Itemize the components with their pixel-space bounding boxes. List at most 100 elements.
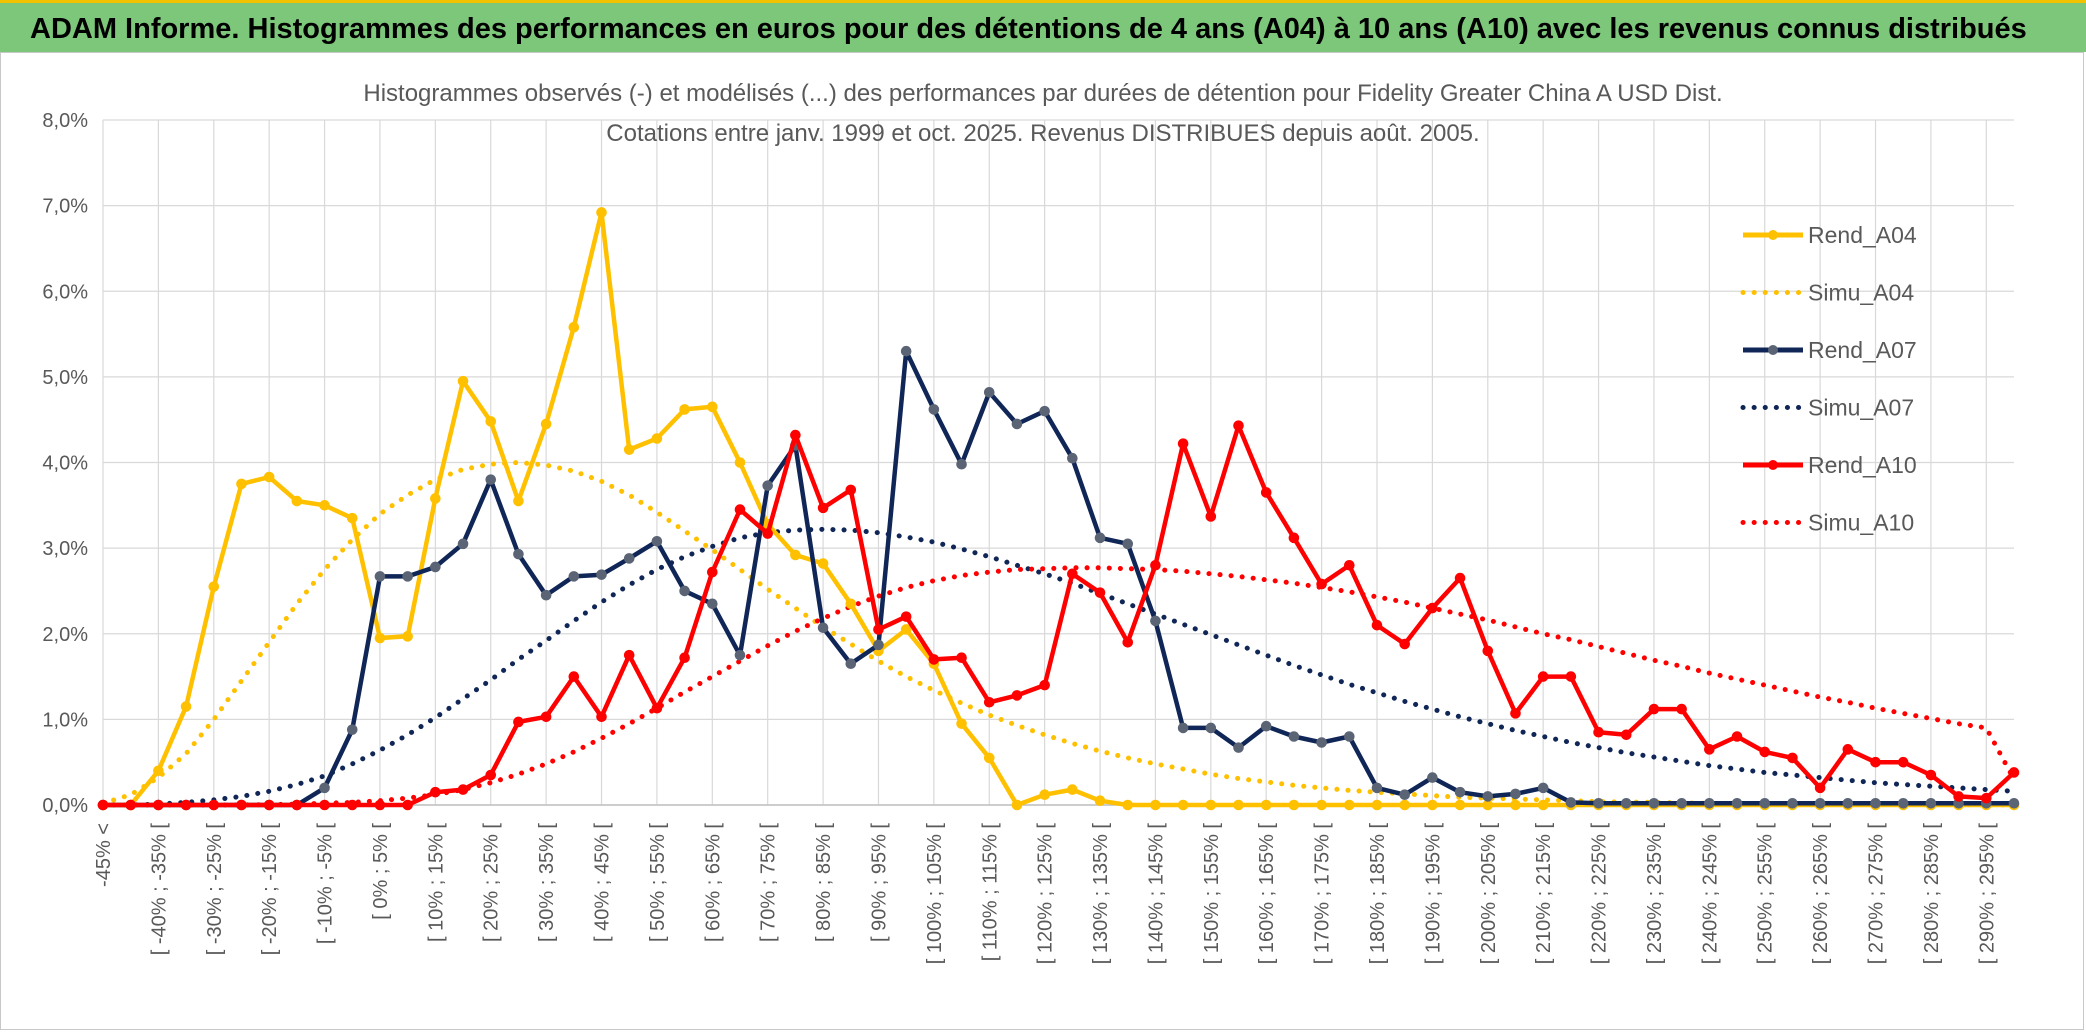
y-tick-label: 8,0% [42,110,88,132]
data-point [734,457,746,468]
x-tick-label: [ 10% ; 15% [ [425,823,447,942]
data-point [679,585,690,597]
x-tick-label: [ 260% ; 265% [ [1810,823,1832,965]
data-point [457,784,469,795]
x-tick-label: [ 0% ; 5% [ [370,823,392,920]
data-point [1565,797,1577,808]
data-point [817,502,829,514]
x-tick-label: [ 100% ; 105% [ [924,823,946,965]
data-point [1510,708,1521,719]
data-point [790,429,801,441]
data-point [485,416,497,427]
data-point [346,724,358,735]
data-point [180,701,192,712]
data-point [485,769,497,781]
x-tick-label: [ 280% ; 285% [ [1921,823,1943,965]
data-point [457,375,469,387]
data-point [762,528,773,539]
data-point [1288,799,1300,811]
data-point [1454,786,1466,798]
data-point [374,799,386,811]
series-simu-a07 [100,526,2017,808]
data-point [679,652,690,664]
data-point [1316,737,1327,748]
data-point [1897,756,1909,768]
data-point [1510,799,1521,811]
data-point [1177,438,1189,449]
data-point [1039,405,1050,417]
y-tick-label: 3,0% [42,538,88,560]
data-point [1122,799,1134,811]
data-point [983,696,995,708]
data-point [97,799,109,811]
x-tick-label: [ 90% ; 95% [ [868,823,890,942]
data-point [623,444,635,455]
data-point [596,207,607,218]
legend-label: Simu_A04 [1808,280,1914,306]
data-point [1953,791,1964,802]
data-point [1316,799,1327,811]
data-point [1011,690,1023,701]
data-point [208,799,220,811]
data-point [1344,731,1355,742]
data-point [374,571,386,582]
data-point [1344,559,1355,571]
data-point [430,561,441,573]
data-point [1787,752,1798,764]
data-point [900,345,912,357]
data-point [1150,799,1161,811]
data-point [928,654,940,665]
data-point [1399,789,1410,801]
data-point [319,799,330,811]
data-point [1704,744,1715,755]
data-point [430,786,441,798]
legend-label: Simu_A07 [1808,395,1914,421]
data-point [956,652,967,664]
x-tick-label: [ -10% ; -5% [ [315,823,337,945]
y-tick-label: 4,0% [42,453,88,475]
data-point [1814,797,1826,809]
data-point [2008,767,2020,778]
data-point [1482,645,1494,657]
y-tick-label: 1,0% [42,709,88,731]
x-tick-label: [ 180% ; 185% [ [1367,823,1389,965]
data-point [707,401,718,413]
x-tick-label: [ 30% ; 35% [ [536,823,558,942]
data-point [540,711,552,723]
x-tick-label: [ 50% ; 55% [ [647,823,669,942]
data-point [1870,756,1881,768]
x-tick-label: [ 220% ; 225% [ [1589,823,1611,965]
data-point [734,504,746,515]
data-point [1897,797,1909,809]
legend-marker [1768,230,1778,240]
data-point [1787,797,1798,809]
data-point [734,649,746,661]
data-point [513,716,524,728]
data-point [1316,578,1327,590]
series-layer [97,207,2020,811]
x-tick-label: [ 150% ; 155% [ [1201,823,1223,965]
data-point [845,598,857,610]
legend-marker [1768,460,1778,470]
data-point [568,571,580,582]
data-point [1925,769,1937,781]
data-point [1759,797,1771,809]
data-point [928,404,940,415]
data-point [956,718,967,729]
data-point [817,622,829,634]
data-point [346,799,358,811]
x-tick-label: [ 250% ; 255% [ [1755,823,1777,965]
data-point [1731,797,1743,809]
data-point [374,632,386,644]
data-point [1067,784,1078,795]
data-point [1482,791,1494,802]
data-point [873,624,884,635]
data-point [1454,572,1466,584]
data-point [1150,559,1161,571]
data-point [2008,797,2020,809]
series-line [100,459,2017,808]
data-point [291,799,303,811]
data-point [153,799,164,811]
data-point [900,624,912,635]
series-rend-a10 [97,420,2020,811]
